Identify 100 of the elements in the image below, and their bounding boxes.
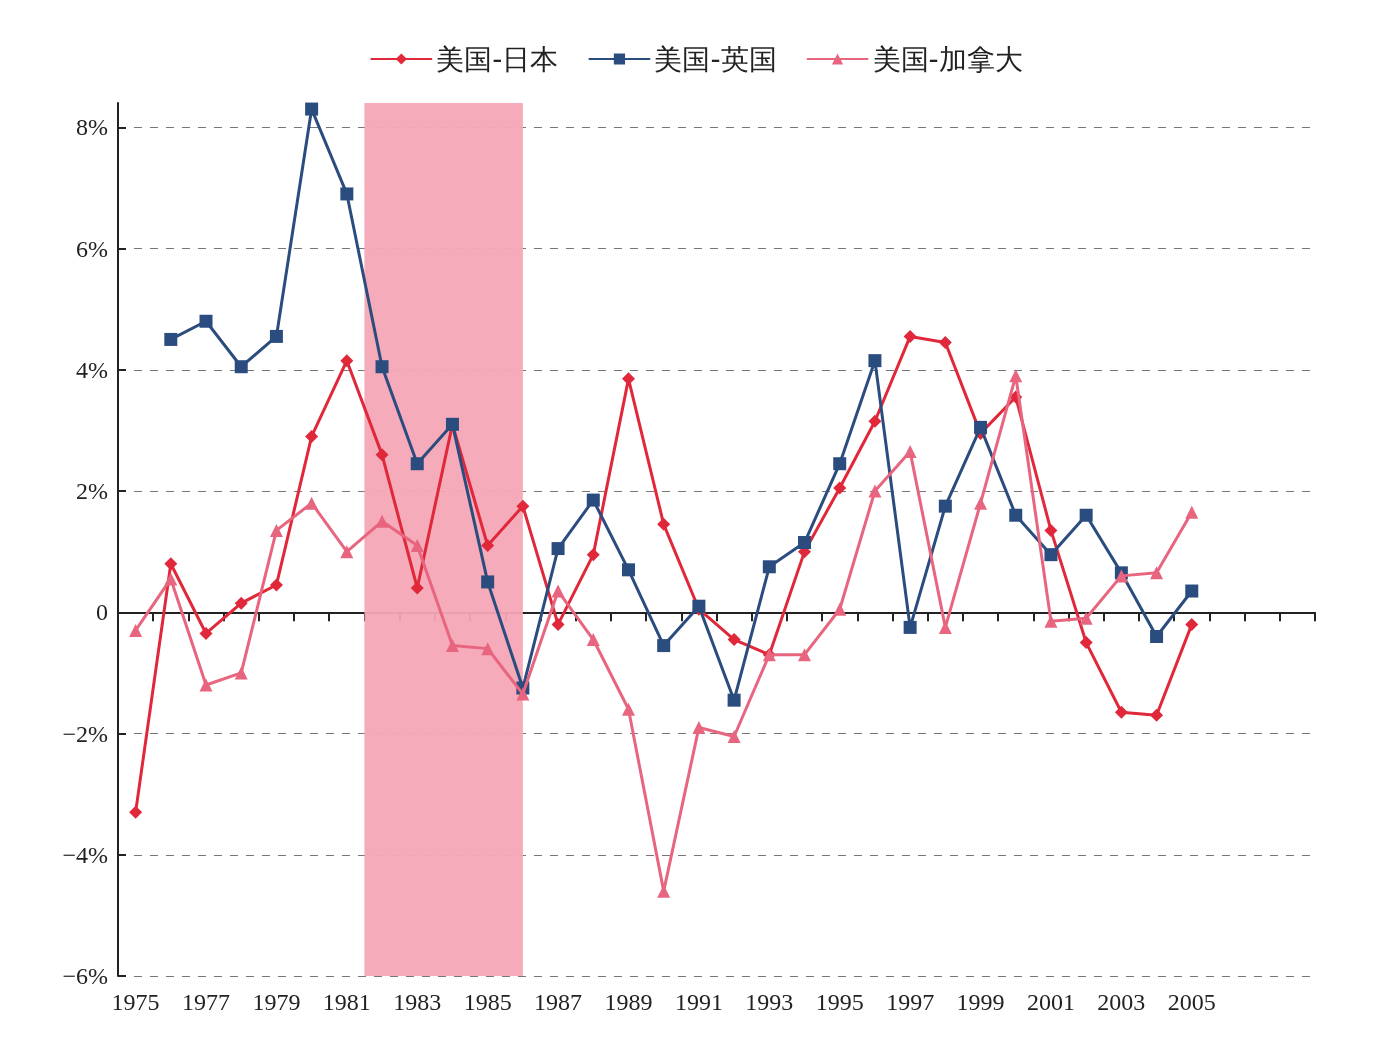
point — [974, 420, 988, 434]
point — [1044, 614, 1058, 628]
x-tick-label: 2001 — [1026, 989, 1075, 1015]
point — [1150, 708, 1164, 722]
point — [868, 354, 882, 368]
point — [129, 805, 143, 819]
x-tick-label: 1981 — [322, 989, 371, 1015]
x-tick-label: 2005 — [1167, 989, 1216, 1015]
point — [305, 429, 319, 443]
point — [481, 539, 495, 553]
point — [1044, 548, 1058, 562]
point — [164, 557, 178, 571]
point — [833, 481, 847, 495]
x-tick-label: 1977 — [182, 989, 231, 1015]
y-tick-label: −4% — [62, 841, 108, 868]
point — [234, 596, 248, 610]
y-tick-label: 8% — [76, 114, 108, 141]
point — [586, 493, 600, 507]
point — [798, 648, 812, 662]
point — [199, 314, 213, 328]
point — [234, 360, 248, 374]
point — [410, 457, 424, 471]
point — [375, 514, 389, 528]
point — [305, 496, 319, 510]
x-tick-label: 1975 — [111, 989, 160, 1015]
x-tick-label: 1989 — [604, 989, 653, 1015]
point — [868, 484, 882, 498]
x-tick-label: 2003 — [1097, 989, 1146, 1015]
point — [1009, 369, 1023, 383]
x-tick-label: 1995 — [815, 989, 864, 1015]
x-tick-label: 1983 — [393, 989, 442, 1015]
point — [868, 414, 882, 428]
point — [1009, 508, 1023, 522]
point — [692, 720, 706, 734]
point — [586, 633, 600, 647]
point — [1079, 611, 1093, 625]
point — [516, 499, 530, 513]
point — [234, 666, 248, 680]
y-tick-label: 6% — [76, 235, 108, 262]
point — [727, 693, 741, 707]
y-tick-label: 0 — [96, 599, 108, 626]
point — [903, 445, 917, 459]
y-tick-label: 4% — [76, 356, 108, 383]
x-tick-label: 1987 — [534, 989, 583, 1015]
point — [762, 560, 776, 574]
point — [1150, 630, 1164, 643]
point — [445, 639, 459, 653]
point — [903, 329, 917, 343]
point — [903, 620, 917, 634]
legend-label: 美国-日本 — [436, 42, 559, 76]
point — [1079, 508, 1093, 522]
point — [621, 563, 635, 577]
point — [727, 633, 741, 647]
y-tick-label: −6% — [62, 963, 108, 989]
point — [375, 448, 389, 462]
point — [974, 496, 988, 510]
point — [340, 354, 354, 368]
point — [410, 581, 424, 595]
legend-label: 美国-英国 — [654, 42, 777, 76]
y-tick-label: −2% — [62, 720, 108, 747]
y-tick-label: 2% — [76, 478, 108, 504]
point — [551, 542, 565, 556]
point — [938, 499, 952, 513]
point — [375, 360, 389, 374]
x-tick-label: 1993 — [745, 989, 794, 1015]
point — [657, 639, 671, 653]
x-tick-label: 1997 — [886, 989, 935, 1015]
point — [164, 332, 178, 346]
point — [340, 187, 354, 201]
point — [798, 536, 812, 550]
point — [410, 539, 424, 553]
point — [621, 702, 635, 716]
point — [833, 602, 847, 616]
x-tick-label: 1979 — [252, 989, 301, 1015]
point — [727, 730, 741, 744]
point — [1044, 523, 1058, 537]
point — [269, 523, 283, 537]
x-tick-label: 1985 — [463, 989, 512, 1015]
x-tick-label: 1991 — [674, 989, 723, 1015]
legend-label: 美国-加拿大 — [872, 42, 1023, 76]
point — [516, 687, 530, 701]
point — [129, 623, 143, 637]
point — [199, 678, 213, 692]
point — [938, 335, 952, 349]
x-tick-label: 1999 — [956, 989, 1005, 1015]
point — [269, 329, 283, 343]
point — [1185, 617, 1199, 631]
point — [1185, 584, 1199, 598]
point — [657, 517, 671, 531]
point — [481, 642, 495, 656]
point — [1185, 505, 1199, 519]
point — [551, 617, 565, 631]
point — [1114, 705, 1128, 719]
point — [833, 457, 847, 471]
point — [551, 584, 565, 598]
point — [199, 626, 213, 640]
point — [586, 548, 600, 562]
point — [1150, 566, 1164, 580]
point — [164, 572, 178, 586]
point — [269, 578, 283, 592]
